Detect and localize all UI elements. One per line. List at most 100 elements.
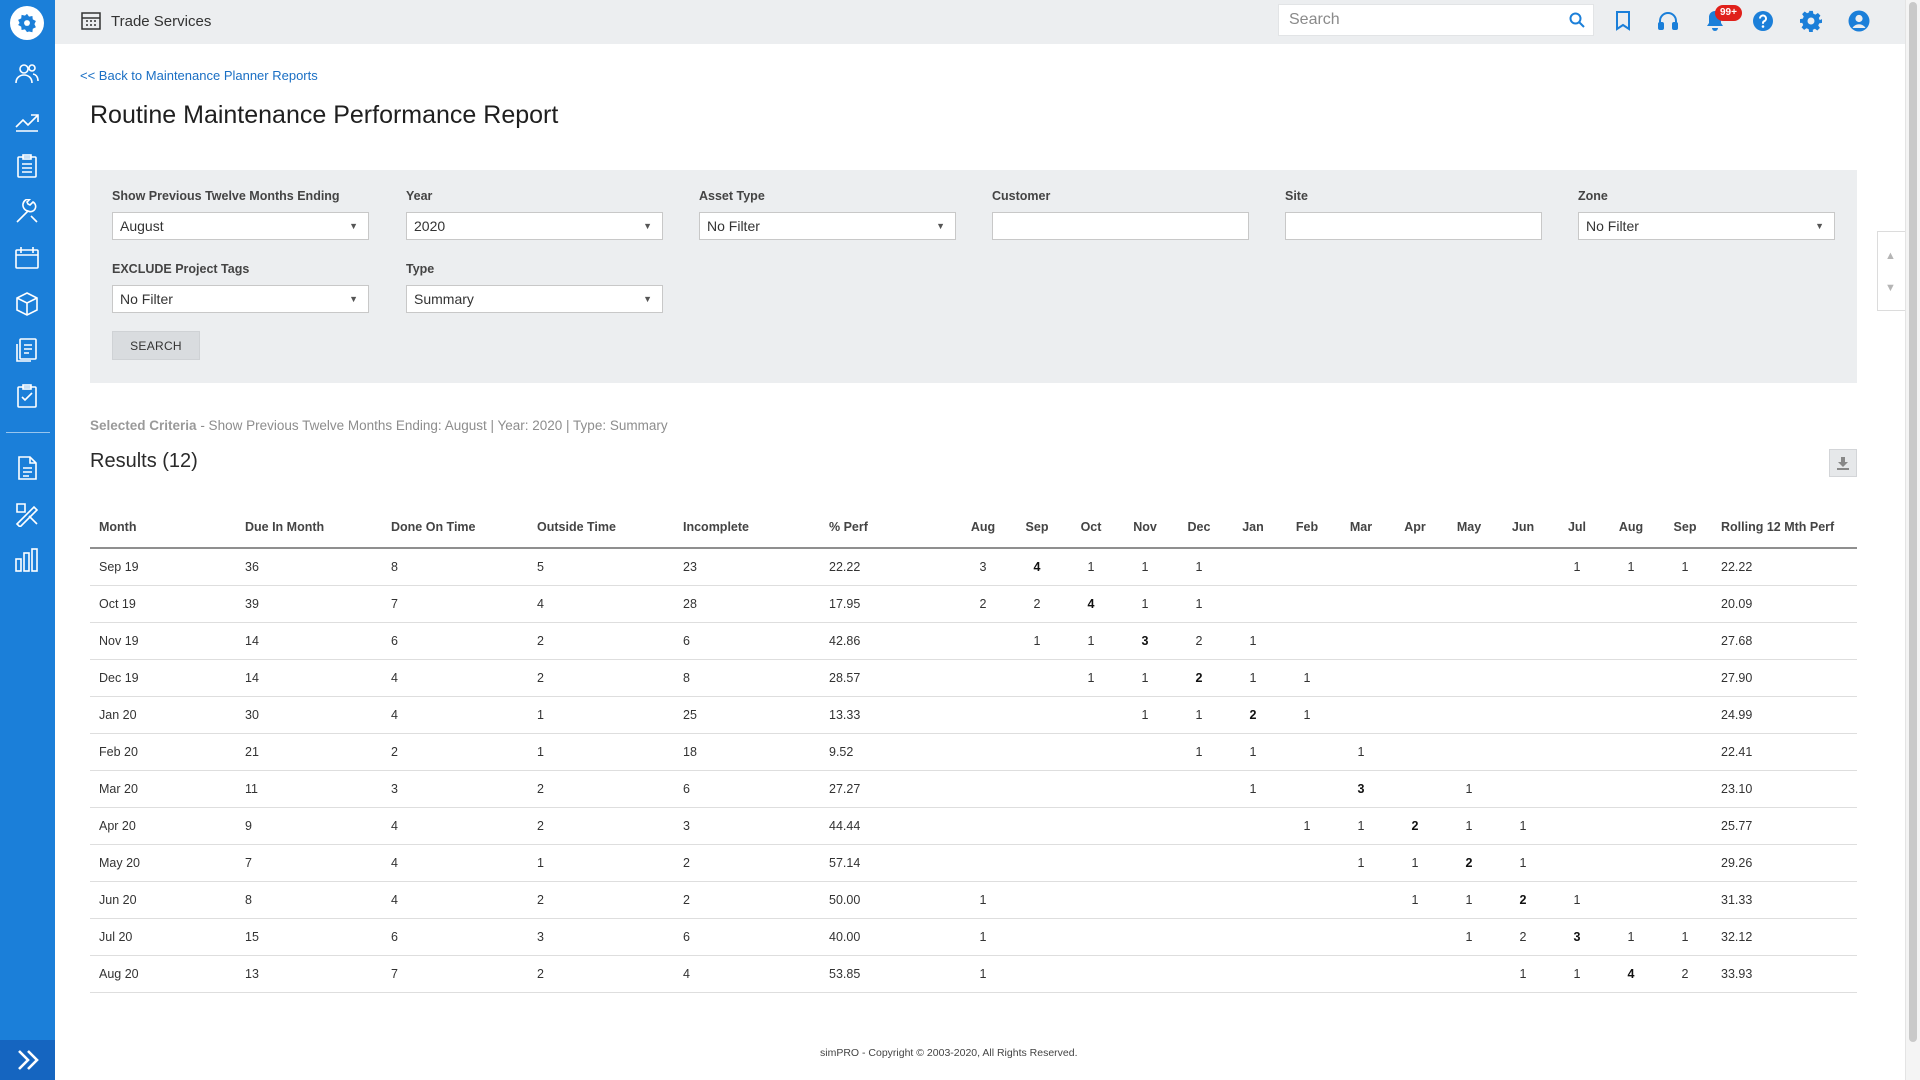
expand-sidebar-button[interactable] [0, 1040, 55, 1080]
month-cell: 1 [1172, 733, 1226, 771]
tools-icon[interactable] [11, 196, 43, 228]
month-cell [1172, 807, 1226, 845]
logo-icon[interactable] [10, 6, 44, 40]
user-icon[interactable] [1846, 8, 1872, 34]
site-input[interactable] [1285, 212, 1542, 240]
month-cell [1010, 733, 1064, 771]
column-header: Due In Month [236, 493, 382, 549]
cell-incomplete: 6 [674, 770, 820, 808]
table-row: Jul 20 15 6 3 6 40.00 1 1 2 3 1 1 32.12 [90, 918, 1857, 956]
month-cell: 3 [1550, 918, 1604, 956]
month-cell [1280, 733, 1334, 771]
asset-type-select[interactable]: No Filter ▼ [699, 212, 956, 240]
month-cell [1172, 770, 1226, 808]
download-button[interactable] [1829, 449, 1857, 477]
documents-icon[interactable] [11, 334, 43, 366]
month-cell [956, 696, 1010, 734]
month-column-header: Jan [1226, 493, 1280, 549]
month-cell [1334, 881, 1388, 919]
cell-rolling: 25.77 [1712, 807, 1857, 845]
drafting-icon[interactable] [11, 498, 43, 530]
month-cell: 1 [1442, 770, 1496, 808]
document-icon[interactable] [11, 452, 43, 484]
month-cell [1010, 918, 1064, 956]
month-cell: 2 [1496, 918, 1550, 956]
scroll-up-icon[interactable]: ▲ [1885, 250, 1896, 262]
site-field: Site [1285, 189, 1542, 240]
month-cell [1226, 844, 1280, 882]
cell-done: 4 [382, 659, 528, 697]
cell-outside: 1 [528, 696, 674, 734]
headset-icon[interactable] [1655, 8, 1681, 34]
search-icon[interactable] [1569, 12, 1585, 28]
search-button[interactable]: SEARCH [112, 331, 200, 360]
type-value: Summary [414, 291, 474, 307]
cell-rolling: 27.68 [1712, 622, 1857, 660]
people-icon[interactable] [11, 58, 43, 90]
month-column-header: Jun [1496, 493, 1550, 549]
cell-due: 21 [236, 733, 382, 771]
scrollbar-thumb[interactable] [1909, 2, 1917, 1042]
scroll-down-icon[interactable]: ▼ [1885, 282, 1896, 294]
month-cell [1118, 733, 1172, 771]
zone-select[interactable]: No Filter ▼ [1578, 212, 1835, 240]
cell-due: 30 [236, 696, 382, 734]
search-input[interactable] [1279, 5, 1569, 35]
page-scrollbar[interactable] [1905, 0, 1920, 1080]
month-cell [1064, 918, 1118, 956]
type-select[interactable]: Summary ▼ [406, 285, 663, 313]
month-cell [1550, 696, 1604, 734]
settings-icon[interactable] [1798, 8, 1824, 34]
column-header: Done On Time [382, 493, 528, 549]
month-cell: 1 [1334, 807, 1388, 845]
cell-perf: 17.95 [820, 585, 956, 623]
checklist-icon[interactable] [11, 380, 43, 412]
month-cell [1496, 733, 1550, 771]
cell-outside: 5 [528, 548, 674, 586]
month-cell: 1 [1658, 918, 1712, 956]
dropdown-arrow-icon: ▼ [1815, 221, 1824, 231]
building-icon [81, 12, 101, 30]
criteria-text: - Show Previous Twelve Months Ending: Au… [196, 418, 668, 433]
company-switcher[interactable]: Trade Services [81, 12, 211, 30]
month-cell [1496, 770, 1550, 808]
month-cell: 3 [1118, 622, 1172, 660]
month-cell [1550, 733, 1604, 771]
help-icon[interactable] [1750, 8, 1776, 34]
trend-icon[interactable] [11, 104, 43, 136]
month-cell [956, 659, 1010, 697]
month-cell [1388, 548, 1442, 586]
month-cell [1172, 955, 1226, 993]
cell-due: 36 [236, 548, 382, 586]
bookmark-icon[interactable] [1610, 8, 1636, 34]
month-cell [1010, 696, 1064, 734]
month-cell [1226, 881, 1280, 919]
month-cell [1550, 770, 1604, 808]
month-column-header: Oct [1064, 493, 1118, 549]
cell-done: 4 [382, 696, 528, 734]
month-cell: 2 [1172, 659, 1226, 697]
table-row: Jun 20 8 4 2 2 50.00 1 1 1 2 1 31.33 [90, 881, 1857, 919]
month-cell [1064, 770, 1118, 808]
month-cell: 4 [1064, 585, 1118, 623]
customer-input[interactable] [992, 212, 1249, 240]
exclude-tags-select[interactable]: No Filter ▼ [112, 285, 369, 313]
month-cell: 2 [1496, 881, 1550, 919]
cell-month: Oct 19 [90, 585, 236, 623]
box-icon[interactable] [11, 288, 43, 320]
asset-type-label: Asset Type [699, 189, 765, 203]
clipboard-icon[interactable] [11, 150, 43, 182]
calendar-icon[interactable] [11, 242, 43, 274]
month-cell [1226, 807, 1280, 845]
cell-outside: 2 [528, 770, 674, 808]
months-select[interactable]: August ▼ [112, 212, 369, 240]
year-select[interactable]: 2020 ▼ [406, 212, 663, 240]
month-cell: 1 [1496, 955, 1550, 993]
bar-chart-icon[interactable] [11, 544, 43, 576]
month-column-header: Nov [1118, 493, 1172, 549]
scroll-arrows: ▲ ▼ [1877, 231, 1905, 311]
cell-incomplete: 23 [674, 548, 820, 586]
back-link[interactable]: << Back to Maintenance Planner Reports [80, 68, 318, 83]
dropdown-arrow-icon: ▼ [349, 294, 358, 304]
month-cell: 2 [1658, 955, 1712, 993]
